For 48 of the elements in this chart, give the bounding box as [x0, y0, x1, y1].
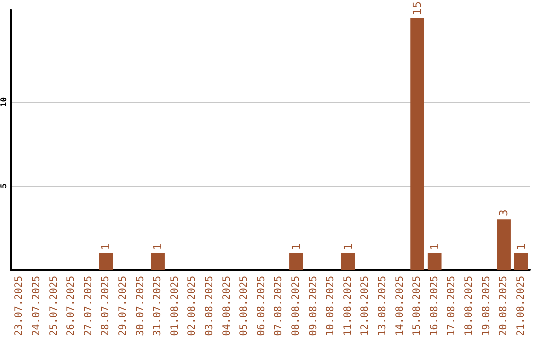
x-tick-label: 11.08.2025: [342, 276, 354, 336]
bar: [410, 18, 424, 270]
data-label: 1: [342, 243, 355, 250]
data-label: 15: [411, 1, 424, 16]
x-tick-label: 13.08.2025: [377, 276, 388, 336]
bar: [99, 253, 114, 270]
bar: [428, 253, 442, 270]
bar: [290, 253, 304, 270]
x-tick-label: 29.07.2025: [118, 276, 129, 336]
x-tick-label: 28.07.2025: [100, 276, 112, 336]
x-tick-label: 14.08.2025: [394, 276, 406, 336]
data-label: 1: [152, 243, 165, 250]
data-label: 1: [514, 243, 528, 250]
x-tick-label: 30.07.2025: [135, 276, 146, 336]
x-tick-label: 15.08.2025: [412, 276, 424, 336]
data-label: 1: [290, 243, 303, 250]
bar: [151, 253, 165, 270]
x-tick-label: 25.07.2025: [48, 276, 60, 336]
x-tick-label: 27.07.2025: [83, 276, 94, 336]
x-tick-label: 24.07.2025: [31, 276, 42, 336]
data-label: 1: [100, 243, 113, 250]
x-tick-label: 09.08.2025: [308, 276, 320, 336]
y-tick-label: 5: [0, 184, 8, 189]
x-tick-label: 03.08.2025: [204, 276, 216, 336]
x-tick-label: 17.08.2025: [446, 276, 458, 336]
x-tick-label: 02.08.2025: [187, 276, 198, 336]
x-tick-label: 23.07.2025: [14, 276, 26, 336]
x-tick-label: 26.07.2025: [66, 276, 78, 336]
bar: [497, 220, 511, 270]
x-tick-label: 31.07.2025: [152, 276, 164, 336]
x-tick-label: 04.08.2025: [222, 276, 233, 336]
x-tick-label: 08.08.2025: [290, 276, 302, 336]
x-tick-label: 18.08.2025: [464, 276, 475, 336]
x-tick-label: 12.08.2025: [360, 276, 372, 336]
data-label: 3: [498, 210, 511, 217]
x-tick-label: 21.08.2025: [516, 276, 527, 336]
x-tick-label: 07.08.2025: [274, 276, 285, 336]
x-tick-label: 01.08.2025: [170, 276, 181, 336]
x-tick-label: 20.08.2025: [498, 276, 510, 336]
x-tick-label: 10.08.2025: [326, 276, 337, 336]
data-label: 1: [428, 243, 442, 250]
bar: [514, 253, 528, 270]
bar: [341, 253, 356, 270]
x-tick-label: 19.08.2025: [481, 276, 492, 336]
x-tick-label: 05.08.2025: [239, 276, 250, 336]
x-tick-label: 06.08.2025: [256, 276, 268, 336]
y-tick-label: 10: [0, 97, 8, 108]
x-tick-label: 16.08.2025: [429, 276, 440, 336]
